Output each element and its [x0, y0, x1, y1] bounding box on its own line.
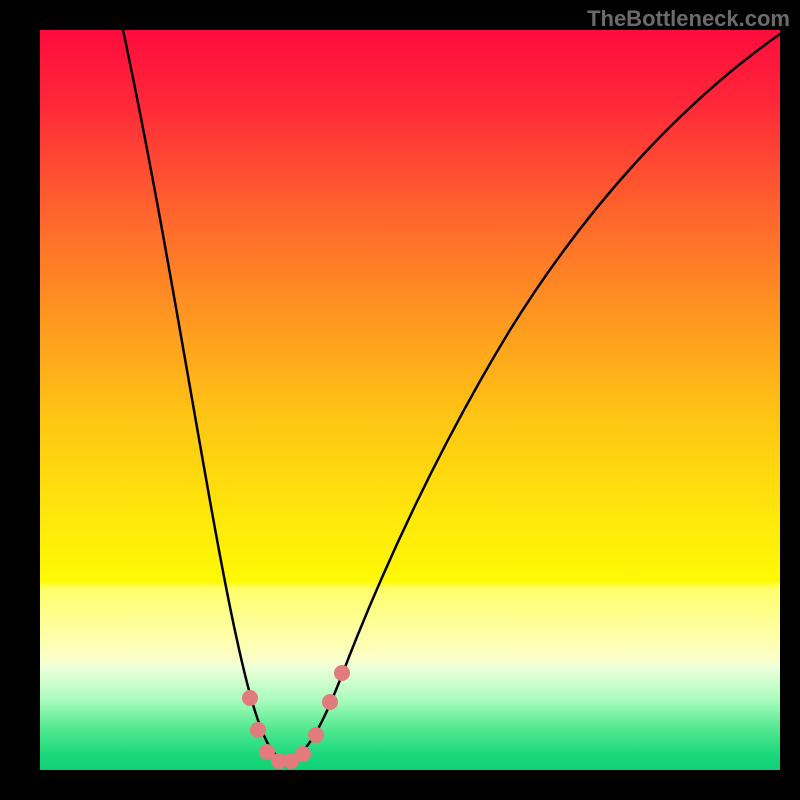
- marker-point: [250, 722, 266, 738]
- watermark-text: TheBottleneck.com: [587, 6, 790, 32]
- marker-point: [242, 690, 258, 706]
- chart-container: { "watermark": { "text": "TheBottleneck.…: [0, 0, 800, 800]
- marker-point: [334, 665, 350, 681]
- plot-area: [40, 30, 780, 770]
- plot-svg: [40, 30, 780, 770]
- marker-point: [322, 694, 338, 710]
- marker-point: [295, 746, 311, 762]
- gradient-background: [40, 30, 780, 770]
- marker-point: [308, 727, 324, 743]
